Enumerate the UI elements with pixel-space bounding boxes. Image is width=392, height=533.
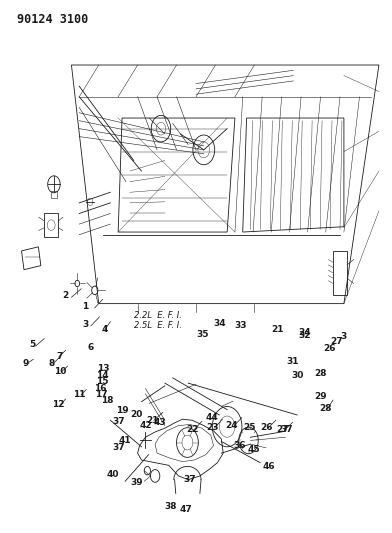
Text: 29: 29 xyxy=(314,392,327,401)
Text: 90124 3100: 90124 3100 xyxy=(17,13,88,26)
Text: 11: 11 xyxy=(73,390,85,399)
Bar xyxy=(44,214,58,237)
Text: 3: 3 xyxy=(82,320,88,329)
Text: 12: 12 xyxy=(52,400,64,409)
Text: 27: 27 xyxy=(330,337,343,346)
Text: 13: 13 xyxy=(97,364,110,373)
Bar xyxy=(333,251,347,295)
Text: 28: 28 xyxy=(319,404,332,413)
Text: 44: 44 xyxy=(206,413,219,422)
Text: 24: 24 xyxy=(225,421,238,430)
Text: 42: 42 xyxy=(140,421,152,430)
Text: 9: 9 xyxy=(22,359,29,367)
Text: 43: 43 xyxy=(154,418,167,427)
Text: 21: 21 xyxy=(146,416,159,425)
Text: 18: 18 xyxy=(101,395,114,405)
Text: 30: 30 xyxy=(292,370,304,379)
Text: 19: 19 xyxy=(116,406,128,415)
Text: 20: 20 xyxy=(131,410,143,419)
Text: 31: 31 xyxy=(286,358,299,367)
Text: 23: 23 xyxy=(206,423,219,432)
Text: 27: 27 xyxy=(276,425,289,434)
Text: 1: 1 xyxy=(82,302,88,311)
Text: 45: 45 xyxy=(247,445,260,454)
Text: 17: 17 xyxy=(96,390,108,399)
Text: 4: 4 xyxy=(102,325,108,334)
Text: 35: 35 xyxy=(197,330,209,339)
Text: 15: 15 xyxy=(96,377,108,386)
Text: 40: 40 xyxy=(106,470,118,479)
Text: 2.2L  E. F. I.
2.5L  E. F. I.: 2.2L E. F. I. 2.5L E. F. I. xyxy=(134,311,181,330)
Text: 22: 22 xyxy=(186,425,198,434)
Text: 2: 2 xyxy=(62,291,69,300)
Text: 28: 28 xyxy=(314,369,327,378)
Text: 26: 26 xyxy=(260,423,272,432)
Text: 39: 39 xyxy=(131,478,143,487)
Text: 38: 38 xyxy=(165,502,177,511)
Text: 14: 14 xyxy=(96,370,109,379)
Text: 37: 37 xyxy=(280,425,292,434)
Text: 33: 33 xyxy=(234,321,247,330)
Text: 26: 26 xyxy=(323,344,336,353)
Text: 32: 32 xyxy=(298,331,310,340)
Text: 7: 7 xyxy=(56,352,63,361)
Text: 5: 5 xyxy=(29,341,36,350)
Text: 37: 37 xyxy=(113,443,125,453)
Text: 25: 25 xyxy=(243,423,256,432)
Bar xyxy=(51,191,57,198)
Text: 41: 41 xyxy=(119,436,131,445)
Text: 21: 21 xyxy=(272,325,284,334)
Text: 16: 16 xyxy=(94,384,107,393)
Text: 47: 47 xyxy=(180,505,192,514)
Text: 8: 8 xyxy=(49,359,55,367)
Text: 34: 34 xyxy=(214,319,227,328)
Text: 36: 36 xyxy=(233,441,246,450)
Bar xyxy=(22,247,41,270)
Text: 46: 46 xyxy=(263,463,276,471)
Text: 10: 10 xyxy=(54,367,66,376)
Text: 3: 3 xyxy=(341,332,347,341)
Text: 37: 37 xyxy=(113,417,125,426)
Text: 37: 37 xyxy=(184,475,196,484)
Text: 24: 24 xyxy=(299,328,311,337)
Text: 6: 6 xyxy=(88,343,94,352)
